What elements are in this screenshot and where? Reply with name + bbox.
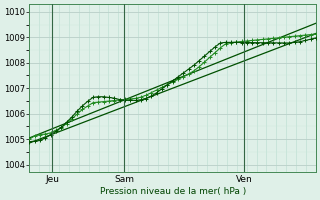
X-axis label: Pression niveau de la mer( hPa ): Pression niveau de la mer( hPa )	[100, 187, 246, 196]
